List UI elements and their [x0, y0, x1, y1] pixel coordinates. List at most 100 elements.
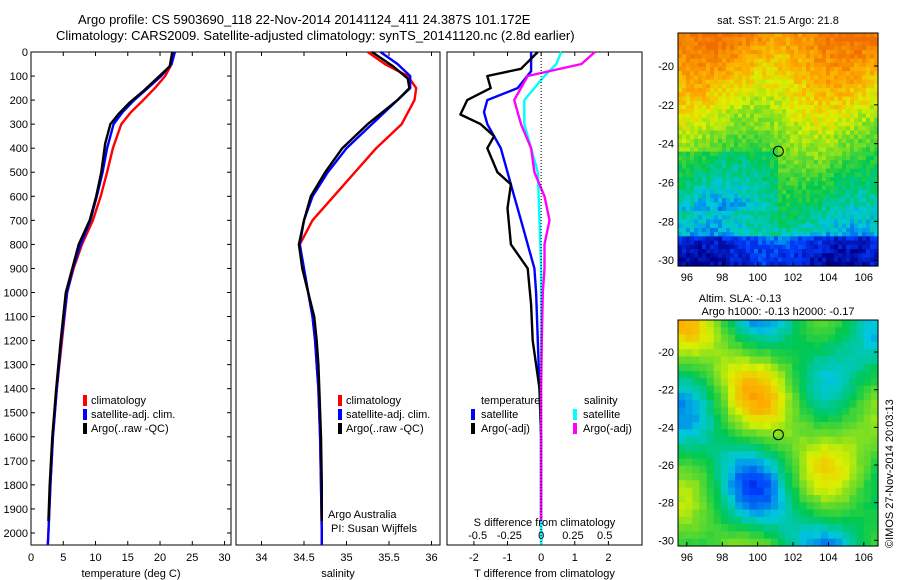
sla-cell [706, 451, 715, 460]
sst-cell [738, 33, 743, 38]
sst-cell [790, 121, 795, 127]
sst-cell [798, 219, 803, 225]
sst-cell [866, 54, 871, 60]
sst-cell [746, 62, 751, 68]
sla-cell [706, 494, 715, 503]
sst-cell [842, 109, 847, 115]
sst-cell [770, 223, 775, 229]
sst-cell [850, 227, 855, 233]
sst-cell [822, 261, 827, 267]
sst-cell [694, 117, 699, 123]
sst-cell [774, 164, 779, 170]
depth-tick-label: 700 [10, 215, 28, 227]
sst-cell [794, 45, 799, 51]
sst-cell [846, 185, 851, 191]
sst-cell [698, 193, 703, 199]
sla-cell [699, 371, 708, 379]
sla-cell [820, 363, 829, 372]
sst-cell [770, 261, 775, 267]
sst-cell [738, 126, 743, 132]
sst-cell [806, 62, 811, 68]
sla-cell [842, 334, 851, 343]
sst-cell [710, 227, 715, 233]
sla-cell [763, 414, 772, 423]
sst-cell [698, 49, 703, 55]
sst-cell [814, 138, 819, 144]
depth-tick-label: 1800 [4, 480, 28, 492]
sst-cell [838, 33, 843, 38]
sla-cell [713, 414, 722, 423]
sst-cell [806, 177, 811, 182]
sst-cell [794, 109, 799, 115]
sst-cell [762, 83, 767, 89]
sst-cell [838, 219, 843, 225]
sst-cell [826, 210, 831, 216]
sst-cell [814, 181, 819, 187]
sst-cell [794, 126, 799, 132]
sla-cell [813, 429, 822, 438]
sla-cell [792, 509, 801, 518]
sst-cell [686, 96, 691, 102]
sst-cell [722, 215, 727, 220]
sst-cell [742, 138, 747, 144]
sst-cell [710, 75, 715, 81]
sst-cell [754, 177, 759, 182]
sla-cell [678, 400, 686, 409]
sst-cell [694, 45, 699, 51]
sst-cell [834, 193, 839, 199]
sst-cell [770, 232, 775, 237]
sst-cell [766, 215, 771, 220]
sst-cell [850, 96, 855, 102]
sst-cell [750, 62, 755, 68]
sla-cell [706, 400, 715, 409]
sst-cell [746, 164, 751, 170]
sst-cell [874, 54, 879, 60]
sst-cell [766, 130, 771, 136]
sst-cell [770, 109, 775, 115]
sst-cell [866, 240, 871, 246]
sst-cell [858, 249, 863, 254]
sst-cell [706, 121, 711, 127]
sst-cell [834, 261, 839, 267]
sla-cell [820, 414, 829, 423]
sst-cell [774, 109, 779, 115]
sst-cell [834, 33, 839, 38]
sst-cell [754, 227, 759, 233]
sst-cell [802, 261, 807, 267]
sst-cell [838, 189, 843, 195]
sst-cell [826, 79, 831, 85]
sst-cell [854, 117, 859, 123]
sst-cell [754, 151, 759, 157]
sst-cell [702, 151, 707, 157]
sla-argo-marker [772, 429, 784, 441]
sla-cell [806, 385, 815, 394]
sst-cell [690, 83, 695, 89]
sst-cell [742, 164, 747, 170]
sst-cell [798, 151, 803, 157]
sla-cell [863, 392, 872, 401]
sst-cell [722, 257, 727, 263]
sla-cell [685, 451, 693, 460]
sst-cell [830, 45, 835, 51]
sst-cell [822, 172, 827, 178]
sst-cell [870, 79, 875, 85]
sla-cell [735, 451, 743, 460]
sla-cell [785, 327, 793, 336]
sst-cell [798, 130, 803, 136]
sst-cell [802, 202, 807, 208]
sla-cell [706, 487, 715, 496]
sst-cell [842, 62, 847, 68]
sst-cell [794, 113, 799, 119]
sst-cell [862, 33, 867, 38]
sst-cell [818, 206, 823, 212]
sst-cell [758, 198, 763, 204]
sla-cell [849, 422, 858, 430]
sla-cell [799, 502, 808, 511]
sst-cell [694, 41, 699, 47]
sst-cell [746, 105, 751, 110]
sst-cell [842, 249, 847, 254]
sst-cell [778, 155, 783, 161]
sst-cell [766, 147, 771, 153]
sst-cell [846, 181, 851, 187]
sst-cell [762, 198, 767, 204]
